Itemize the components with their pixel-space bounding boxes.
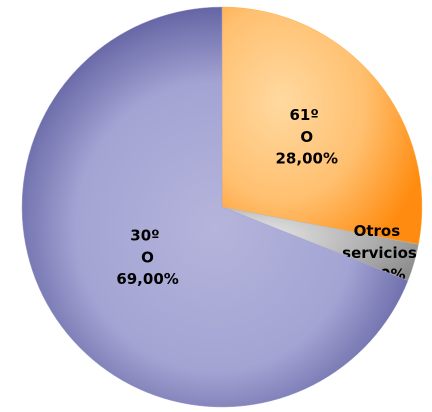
pie-slice [21,6,409,408]
slice-value-label: 28,00% [276,149,338,167]
slice-label-line: O [141,248,154,266]
slice-label-line: Otros [354,221,406,239]
slice-label: Otros servicios [342,221,417,261]
slice-label-line: 61º [289,105,324,123]
slice-label: 61º O [289,105,324,145]
slice-label-line: servicios [342,243,417,261]
slice-value-label: 69,00% [116,270,178,288]
slice-label-line: 30º [130,226,165,244]
slice-label: 30º O [130,226,165,266]
slice-label-line: O [300,127,313,145]
pie-slice [221,6,423,245]
